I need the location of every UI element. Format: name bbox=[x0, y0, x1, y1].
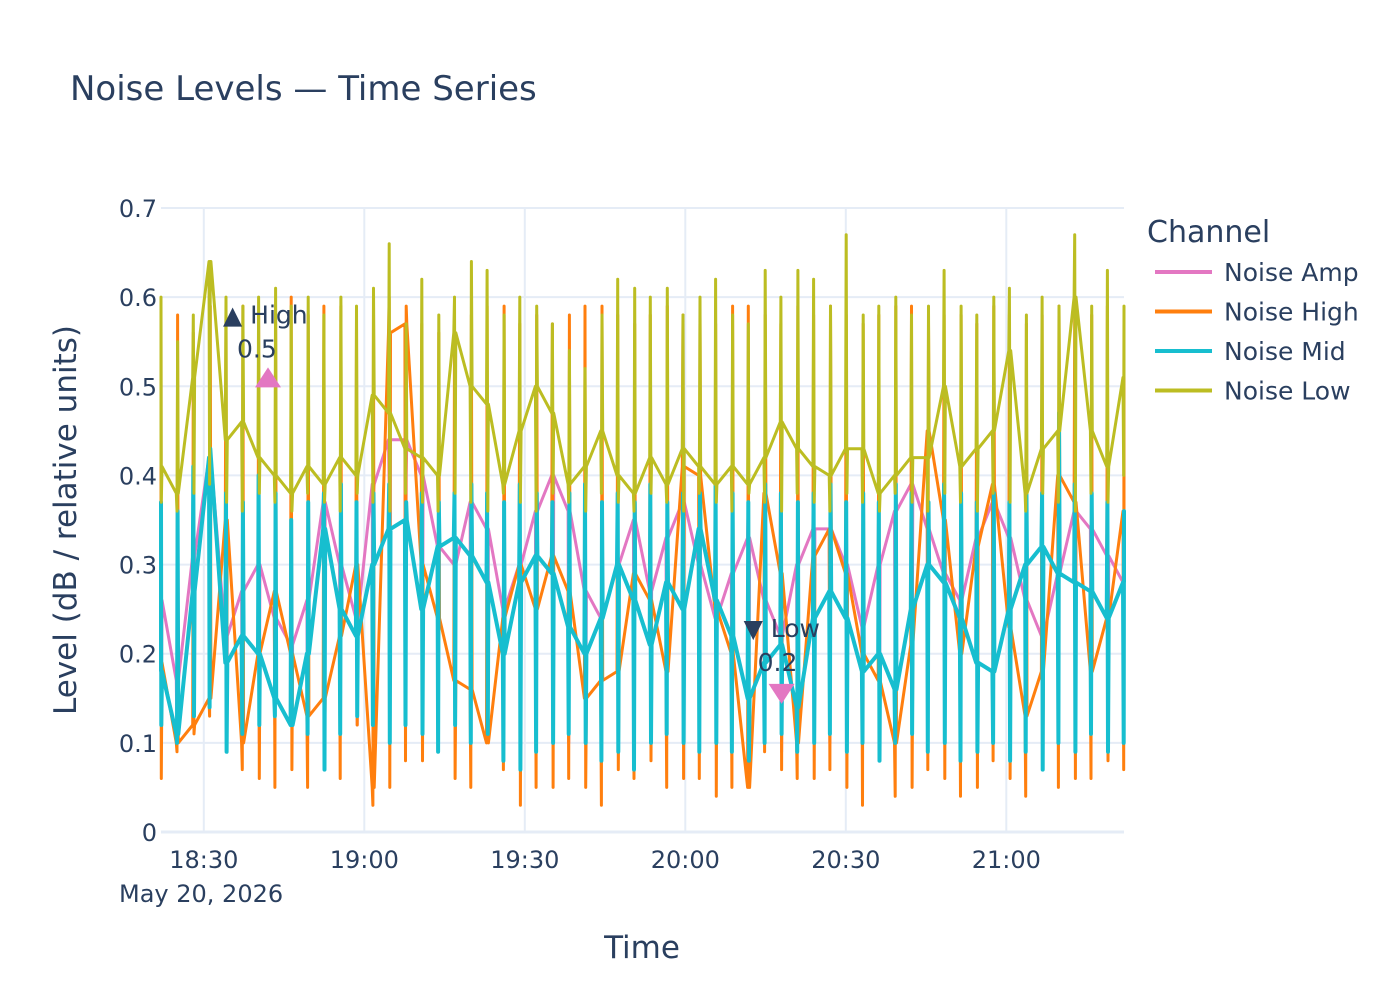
x-axis: 18:30 19:00 19:30 20:00 20:30 21:00 bbox=[169, 846, 1041, 874]
annotation-value: 0.2 bbox=[758, 648, 798, 677]
y-tick-label: 0.3 bbox=[119, 552, 157, 580]
x-tick-label: 21:00 bbox=[972, 846, 1041, 874]
legend-entry: Noise Amp bbox=[1224, 258, 1359, 287]
annotation-label: ▼ Low bbox=[744, 614, 820, 643]
annotation-value: 0.5 bbox=[237, 334, 277, 363]
x-tick-label: 19:30 bbox=[490, 846, 559, 874]
legend-entry: Noise High bbox=[1224, 298, 1359, 327]
y-tick-label: 0.5 bbox=[119, 373, 157, 401]
y-tick-label: 0.2 bbox=[119, 641, 157, 669]
x-date-label: May 20, 2026 bbox=[119, 880, 283, 908]
y-tick-label: 0.1 bbox=[119, 730, 157, 758]
annotations: ▲ High 0.5 ▼ Low 0.2 bbox=[223, 300, 820, 704]
x-axis-label: Time bbox=[603, 930, 680, 966]
series-line-noise-low bbox=[159, 233, 1126, 513]
x-tick-label: 20:00 bbox=[651, 846, 720, 874]
x-tick-label: 18:30 bbox=[169, 846, 238, 874]
y-axis: 0 0.1 0.2 0.3 0.4 0.5 0.6 0.7 bbox=[119, 195, 157, 847]
series-group bbox=[159, 233, 1126, 807]
y-tick-label: 0.4 bbox=[119, 462, 157, 490]
annotation-label: ▲ High bbox=[223, 300, 308, 329]
legend: Channel Noise Amp Noise High Noise Mid Nois… bbox=[1147, 215, 1359, 406]
x-tick-label: 20:30 bbox=[811, 846, 880, 874]
y-tick-label: 0.7 bbox=[119, 195, 157, 223]
legend-entry: Noise Mid bbox=[1224, 337, 1346, 366]
legend-entry: Noise Low bbox=[1224, 377, 1351, 406]
legend-title: Channel bbox=[1147, 215, 1270, 250]
y-tick-label: 0.6 bbox=[119, 284, 157, 312]
series-line-noise-high bbox=[159, 295, 1126, 807]
high-marker bbox=[255, 367, 281, 388]
y-tick-label: 0 bbox=[142, 819, 157, 847]
y-axis-label: Level (dB / relative units) bbox=[48, 325, 84, 715]
series-line-noise-mid bbox=[159, 411, 1126, 772]
low-marker bbox=[768, 683, 795, 704]
x-tick-label: 19:00 bbox=[330, 846, 399, 874]
series-line-noise-amp bbox=[159, 438, 1126, 754]
chart-title: Noise Levels — Time Series bbox=[70, 69, 537, 109]
